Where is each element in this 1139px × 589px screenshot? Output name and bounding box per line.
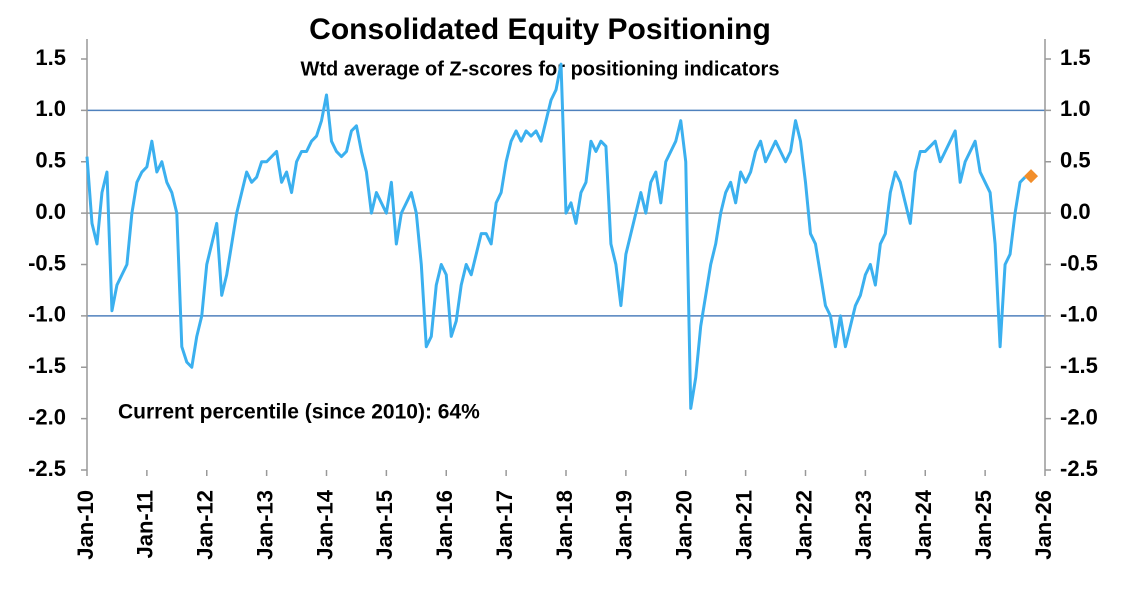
y-tick-label: -2.5 (28, 456, 66, 481)
y2-tick-label: 0.5 (1060, 148, 1091, 173)
x-tick-label: Jan-18 (552, 490, 577, 560)
series-line (85, 62, 1027, 410)
x-tick-label: Jan-24 (911, 489, 936, 559)
y-tick-label: -2.0 (28, 404, 66, 429)
x-tick-label: Jan-22 (791, 490, 816, 560)
y-tick-label: 0.5 (35, 148, 66, 173)
y2-tick-label: 1.5 (1060, 45, 1091, 70)
x-tick-label: Jan-23 (851, 490, 876, 560)
x-tick-label: Jan-25 (971, 490, 996, 560)
y2-tick-label: -2.0 (1060, 404, 1098, 429)
x-tick-label: Jan-21 (731, 490, 756, 560)
annotation: Current percentile (since 2010): 64% (118, 401, 480, 424)
y-tick-label: 0.0 (35, 199, 66, 224)
y2-tick-label: -2.5 (1060, 456, 1098, 481)
y-tick-label: -0.5 (28, 250, 66, 275)
y2-tick-label: -1.0 (1060, 302, 1098, 327)
y2-tick-label: -1.5 (1060, 353, 1098, 378)
y-tick-label: -1.0 (28, 302, 66, 327)
x-tick-label: Jan-19 (612, 490, 637, 560)
x-tick-label: Jan-16 (432, 490, 457, 560)
y-tick-label: 1.5 (35, 45, 66, 70)
x-tick-label: Jan-17 (492, 490, 517, 560)
current-marker (1024, 169, 1039, 184)
y2-tick-label: -0.5 (1060, 250, 1098, 275)
x-tick-label: Jan-11 (133, 490, 158, 559)
y-tick-label: -1.5 (28, 353, 66, 378)
x-tick-label: Jan-12 (193, 490, 218, 560)
x-tick-label: Jan-26 (1031, 490, 1056, 560)
x-tick-label: Jan-20 (672, 490, 697, 560)
y-tick-label: 1.0 (35, 96, 66, 121)
chart-subtitle: Wtd average of Z-scores for positioning … (301, 58, 780, 80)
chart-title: Consolidated Equity Positioning (309, 13, 771, 46)
x-tick-label: Jan-15 (372, 490, 397, 560)
y2-tick-label: 1.0 (1060, 96, 1091, 121)
y2-tick-label: 0.0 (1060, 199, 1091, 224)
x-tick-label: Jan-14 (312, 489, 337, 559)
x-tick-label: Jan-13 (252, 490, 277, 560)
x-tick-label: Jan-10 (73, 490, 98, 560)
